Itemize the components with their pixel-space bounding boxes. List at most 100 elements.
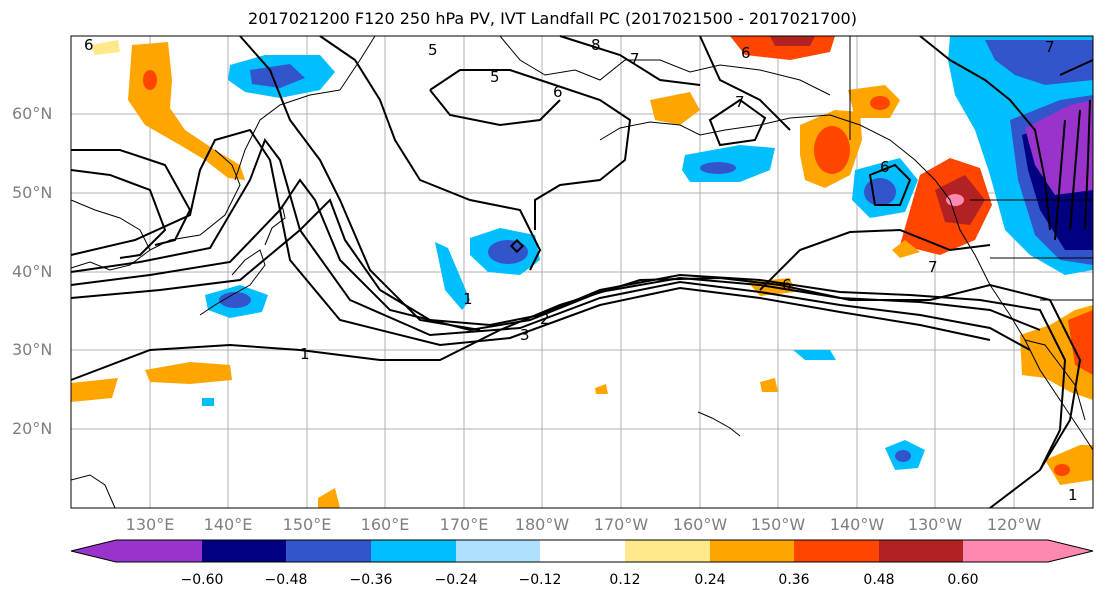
contour-line xyxy=(429,69,632,230)
contour-line xyxy=(708,98,767,147)
colorbar-tick-label: −0.36 xyxy=(349,572,393,588)
colorbar-tick-label: 0.36 xyxy=(778,572,810,588)
contour-line xyxy=(759,228,991,291)
colorbar-tick-label: 0.48 xyxy=(863,572,895,588)
colorbar-segment xyxy=(456,540,540,562)
contour-label: 6 xyxy=(741,44,751,62)
kamchatka-coast xyxy=(234,89,341,181)
hawaii-islands xyxy=(697,411,741,437)
pv-positive-region xyxy=(760,378,778,392)
colorbar-tick-label: 0.60 xyxy=(947,572,979,588)
lat-label: 50°N xyxy=(12,183,53,202)
colorbar-tick-label: 0.24 xyxy=(694,572,726,588)
contour-label: 8 xyxy=(591,36,601,54)
colorbar-tick-label: −0.24 xyxy=(434,572,478,588)
colorbar-segment xyxy=(540,540,625,562)
lat-label: 20°N xyxy=(12,419,53,438)
pv-positive-region xyxy=(1045,445,1093,485)
contour-line xyxy=(239,35,481,331)
contour-label: 7 xyxy=(928,258,938,276)
pv-strong-negative-core xyxy=(895,450,911,462)
lon-label: 170°W xyxy=(593,515,649,534)
lon-label: 130°W xyxy=(907,515,963,534)
contour-line xyxy=(919,35,1051,231)
pv-positive-core xyxy=(870,96,890,110)
pv-weak-positive-region xyxy=(90,40,120,55)
colorbar-segment xyxy=(116,540,202,562)
contour-label: 5 xyxy=(428,41,438,59)
hokkaido-coast xyxy=(264,204,286,246)
baja-coast xyxy=(1024,339,1086,421)
colorbar-segment xyxy=(286,540,371,562)
pv-positive-core xyxy=(1068,310,1093,375)
colorbar-outline xyxy=(70,539,1094,563)
contour-line xyxy=(71,149,192,246)
colorbar-tick-label: 0.12 xyxy=(609,572,641,588)
colorbar-segment xyxy=(202,540,286,562)
pv-strong-negative-core xyxy=(985,40,1093,85)
lon-label: 140°W xyxy=(829,515,885,534)
pv-extreme-negative-core xyxy=(1025,100,1093,195)
lon-label: 160°W xyxy=(672,515,728,534)
contour-line xyxy=(699,35,791,131)
contour-line xyxy=(868,163,912,206)
contour-line xyxy=(70,178,1041,332)
alaska-south-coast xyxy=(599,117,791,141)
contour-label: 6 xyxy=(782,276,792,294)
colorbar-segment xyxy=(879,540,963,562)
contour-label: 7 xyxy=(630,50,640,68)
contour-line xyxy=(429,89,561,127)
contour-line xyxy=(1069,109,1081,231)
pv-positive-core xyxy=(143,70,157,90)
contour-line xyxy=(1059,59,1094,76)
pv-strong-positive-core xyxy=(770,36,815,46)
colorbar-tick-label: −0.12 xyxy=(518,572,562,588)
colorbar xyxy=(70,539,1094,563)
contour-label: 7 xyxy=(735,93,745,111)
pv-positive-region xyxy=(650,92,700,125)
pv-positive-core xyxy=(1054,464,1070,476)
colorbar-segment xyxy=(794,540,879,562)
asia-coast xyxy=(149,149,241,251)
lon-label: 120°W xyxy=(986,515,1042,534)
colorbar-tick-label: −0.60 xyxy=(180,572,224,588)
pv-positive-region xyxy=(318,488,340,508)
lon-label: 140°E xyxy=(203,515,253,534)
japan-coast xyxy=(199,249,266,316)
contour-label: 6 xyxy=(84,36,94,54)
pv-positive-region xyxy=(595,384,608,394)
pv-strong-negative-core xyxy=(488,240,528,264)
map-title: 2017021200 F120 250 hPa PV, IVT Landfall… xyxy=(248,9,857,28)
contour-line xyxy=(1054,119,1066,241)
pv-strong-negative-core xyxy=(219,292,251,308)
pv-positive-region xyxy=(892,240,920,258)
pv-positive-core xyxy=(814,126,850,174)
siberia-coast xyxy=(339,35,376,91)
contour-line xyxy=(1084,99,1091,231)
lon-label: 180°W xyxy=(514,515,570,534)
lat-label: 60°N xyxy=(12,104,53,123)
lon-label: 150°W xyxy=(750,515,806,534)
pv-positive-region xyxy=(71,378,118,402)
pv-positive-region xyxy=(145,362,232,384)
colorbar-segment xyxy=(710,540,794,562)
colorbar-extend-low xyxy=(71,540,116,562)
colorbar-extend-high xyxy=(1048,540,1093,562)
contour-label: 5 xyxy=(490,68,500,86)
contour-line xyxy=(70,128,991,347)
contour-line xyxy=(70,198,1067,471)
contour-label: 6 xyxy=(880,158,890,176)
alaska-north-coast xyxy=(499,35,831,96)
lon-label: 150°E xyxy=(282,515,332,534)
coastlines xyxy=(70,35,1094,509)
asia-coast xyxy=(70,474,116,509)
colorbar-segment xyxy=(963,540,1048,562)
pv-positive-region xyxy=(128,42,245,180)
lon-label: 160°E xyxy=(360,515,410,534)
pv-negative-region xyxy=(202,398,214,406)
colorbar-segment xyxy=(371,540,456,562)
lon-label: 170°E xyxy=(439,515,489,534)
contour-line xyxy=(70,137,1031,351)
colorbar-segment xyxy=(625,540,710,562)
contour-line xyxy=(319,35,542,271)
